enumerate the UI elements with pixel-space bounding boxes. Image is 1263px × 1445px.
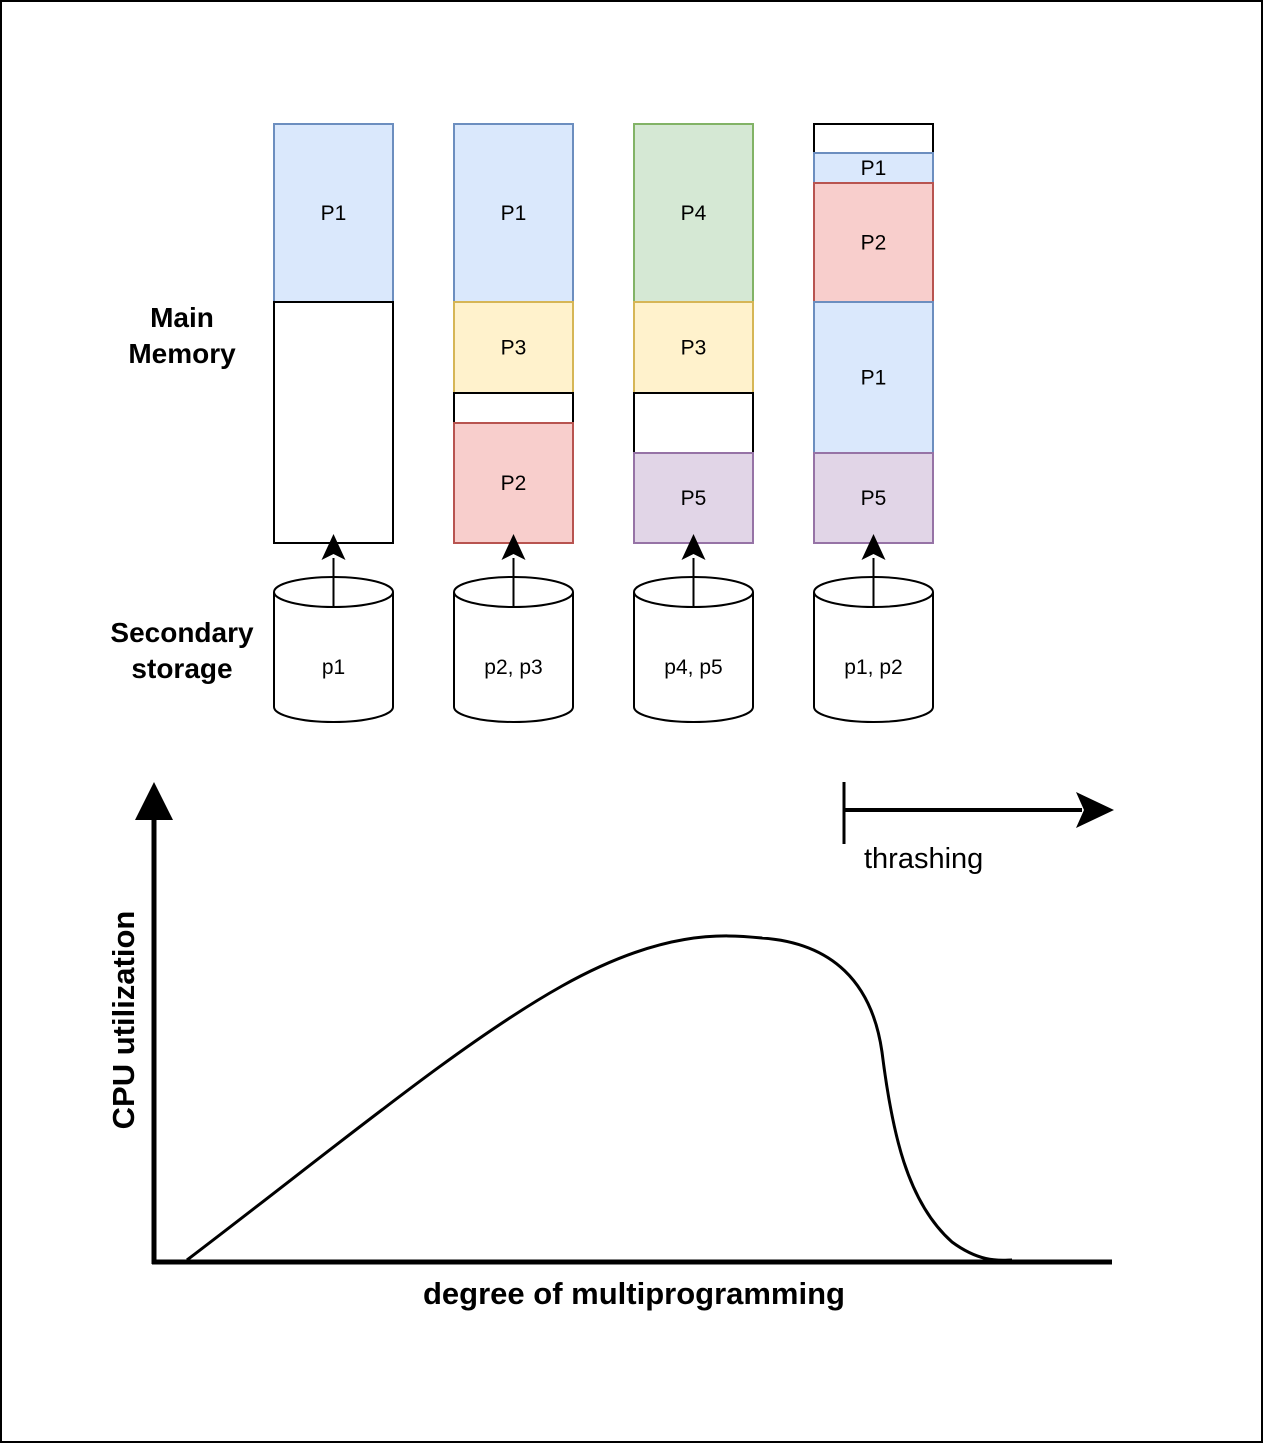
memory-block-label: P4	[681, 202, 707, 225]
memory-block-label: P2	[861, 232, 887, 255]
disk-label: p4, p5	[664, 656, 722, 679]
disk-cylinder: p2, p3	[453, 576, 574, 723]
thrashing-arrowhead	[1076, 792, 1114, 828]
load-arrowhead	[861, 534, 886, 560]
memory-column-2: P1 P3 P2 p2, p3	[453, 123, 574, 723]
main-memory-label: Main Memory	[82, 300, 282, 372]
disk-body	[273, 592, 394, 723]
memory-block-p1	[813, 301, 934, 454]
load-arrowhead	[321, 534, 346, 560]
y-axis-arrowhead	[135, 782, 173, 820]
main-memory-label-line2: Memory	[128, 338, 236, 369]
main-memory-label-line1: Main	[150, 302, 214, 333]
memory-block-p3	[633, 301, 754, 394]
memory-block-label: P3	[681, 337, 707, 360]
memory-block-label: P3	[501, 337, 527, 360]
memory-block-label: P1	[861, 367, 887, 390]
disk-label: p2, p3	[484, 656, 542, 679]
memory-block-free	[273, 301, 394, 544]
memory-block-p3	[453, 301, 574, 394]
disk-label: p1	[322, 656, 345, 679]
thrashing-label: thrashing	[864, 843, 983, 875]
memory-block-label: P5	[681, 487, 707, 510]
utilization-curve	[186, 934, 1013, 1262]
memory-block-label: P1	[501, 202, 527, 225]
memory-block-label: P2	[501, 472, 527, 495]
y-axis-title: CPU utilization	[106, 911, 141, 1130]
disk-body	[453, 592, 574, 723]
memory-column-4: P1 P2 P1 P5 p1, p2	[813, 123, 934, 723]
memory-block-free	[813, 123, 934, 154]
disk-body	[813, 592, 934, 723]
cpu-utilization-graph: thrashing CPU utilization degree of mult…	[106, 782, 1114, 1311]
memory-block-label: P5	[861, 487, 887, 510]
memory-columns: P1 p1 P1 P3 P2 p2, p3 P4 P3 P5 p4, p5 P1 P2 P1 P5 p1, …	[273, 123, 934, 723]
x-axis-title: degree of multiprogramming	[423, 1276, 845, 1311]
memory-block-p1	[273, 123, 394, 303]
secondary-storage-label-line1: Secondary	[110, 617, 254, 648]
disk-body	[633, 592, 754, 723]
memory-block-p5	[633, 452, 754, 544]
memory-block-free	[453, 392, 574, 424]
secondary-storage-label-line2: storage	[131, 653, 233, 684]
memory-column-1: P1 p1	[273, 123, 394, 723]
memory-block-label: P1	[321, 202, 347, 225]
load-arrowhead	[681, 534, 706, 560]
memory-block-label: P1	[861, 157, 887, 180]
memory-block-p1	[453, 123, 574, 303]
memory-block-free	[633, 392, 754, 454]
secondary-storage-label: Secondary storage	[82, 615, 282, 687]
memory-column-3: P4 P3 P5 p4, p5	[633, 123, 754, 723]
disk-label: p1, p2	[844, 656, 902, 679]
memory-block-p2	[453, 422, 574, 544]
memory-block-p4	[633, 123, 754, 303]
load-arrowhead	[501, 534, 526, 560]
memory-block-p2	[813, 182, 934, 303]
